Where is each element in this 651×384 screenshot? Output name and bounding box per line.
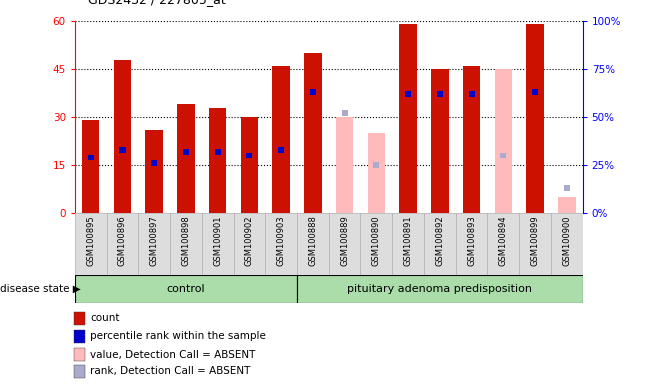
Bar (145, 130, 163, 213)
Text: GSM100891: GSM100891 (404, 215, 413, 266)
Text: rank, Detection Call = ABSENT: rank, Detection Call = ABSENT (90, 366, 251, 376)
Bar (107, 213, 138, 275)
Bar (177, 104, 195, 213)
Bar (373, 162, 380, 168)
Bar (558, 197, 575, 213)
Bar (74, 348, 85, 361)
Text: GSM100902: GSM100902 (245, 215, 254, 266)
Bar (170, 213, 202, 275)
Text: GSM100894: GSM100894 (499, 215, 508, 266)
Bar (88, 155, 94, 161)
Bar (336, 117, 353, 213)
Text: GSM100903: GSM100903 (277, 215, 286, 266)
FancyBboxPatch shape (297, 275, 583, 303)
Bar (437, 91, 443, 97)
Bar (234, 213, 266, 275)
Text: GSM100898: GSM100898 (182, 215, 191, 266)
Bar (342, 111, 348, 116)
Bar (551, 213, 583, 275)
Text: GDS2432 / 227805_at: GDS2432 / 227805_at (88, 0, 226, 6)
Text: GSM100901: GSM100901 (213, 215, 222, 266)
Text: percentile rank within the sample: percentile rank within the sample (90, 331, 266, 341)
Bar (424, 213, 456, 275)
Bar (399, 24, 417, 213)
Bar (272, 66, 290, 213)
Bar (119, 147, 126, 152)
Bar (368, 133, 385, 213)
Text: GSM100890: GSM100890 (372, 215, 381, 266)
Bar (392, 213, 424, 275)
Bar (500, 153, 506, 159)
Text: GSM100896: GSM100896 (118, 215, 127, 266)
Bar (74, 311, 85, 325)
Bar (209, 108, 227, 213)
Bar (202, 213, 234, 275)
Bar (139, 213, 170, 275)
Text: value, Detection Call = ABSENT: value, Detection Call = ABSENT (90, 349, 256, 360)
Bar (329, 213, 361, 275)
Bar (463, 66, 480, 213)
Bar (278, 147, 284, 152)
Bar (151, 161, 158, 166)
Text: GSM100897: GSM100897 (150, 215, 159, 266)
Bar (310, 89, 316, 95)
Bar (431, 69, 449, 213)
Bar (241, 117, 258, 213)
Bar (469, 91, 475, 97)
Bar (564, 185, 570, 191)
Text: GSM100889: GSM100889 (340, 215, 349, 266)
Bar (183, 149, 189, 155)
Bar (246, 153, 253, 159)
Bar (495, 69, 512, 213)
Text: disease state ▶: disease state ▶ (0, 284, 81, 294)
Text: GSM100893: GSM100893 (467, 215, 476, 266)
Bar (304, 53, 322, 213)
FancyBboxPatch shape (75, 275, 297, 303)
Bar (405, 91, 411, 97)
Text: GSM100900: GSM100900 (562, 215, 572, 266)
Text: count: count (90, 313, 120, 323)
Bar (74, 365, 85, 378)
Bar (75, 213, 107, 275)
Text: GSM100888: GSM100888 (309, 215, 318, 266)
Text: GSM100895: GSM100895 (86, 215, 95, 266)
Bar (532, 89, 538, 95)
Text: pituitary adenoma predisposition: pituitary adenoma predisposition (348, 284, 533, 294)
Bar (297, 213, 329, 275)
Text: control: control (167, 284, 205, 294)
Text: GSM100899: GSM100899 (531, 215, 540, 266)
Bar (526, 24, 544, 213)
Bar (488, 213, 519, 275)
Bar (82, 120, 100, 213)
Text: GSM100892: GSM100892 (436, 215, 445, 266)
Bar (114, 60, 132, 213)
Bar (266, 213, 297, 275)
Bar (361, 213, 392, 275)
Bar (74, 330, 85, 343)
Bar (215, 149, 221, 155)
Bar (519, 213, 551, 275)
Bar (456, 213, 488, 275)
